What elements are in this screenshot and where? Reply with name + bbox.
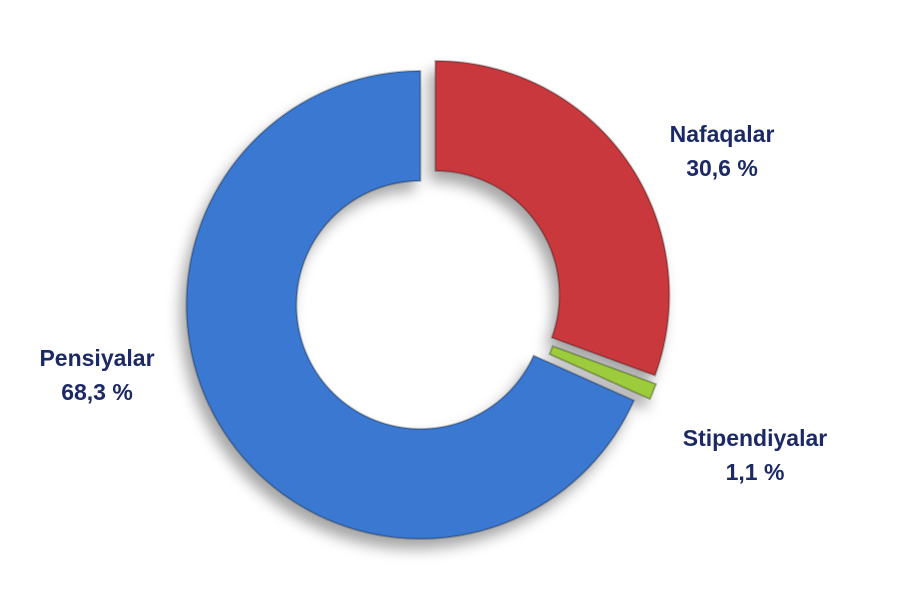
donut-slice xyxy=(548,344,658,401)
slice-value-label: 1,1 % xyxy=(726,459,785,485)
donut-slice xyxy=(434,59,671,377)
slice-value-label: 30,6 % xyxy=(686,155,758,181)
slice-label: Stipendiyalar xyxy=(683,425,827,451)
slice-value-label: 68,3 % xyxy=(61,379,133,405)
slice-label: Nafaqalar xyxy=(670,121,775,147)
slice-label: Pensiyalar xyxy=(39,345,154,371)
donut-slice xyxy=(185,69,636,540)
donut xyxy=(185,59,671,540)
